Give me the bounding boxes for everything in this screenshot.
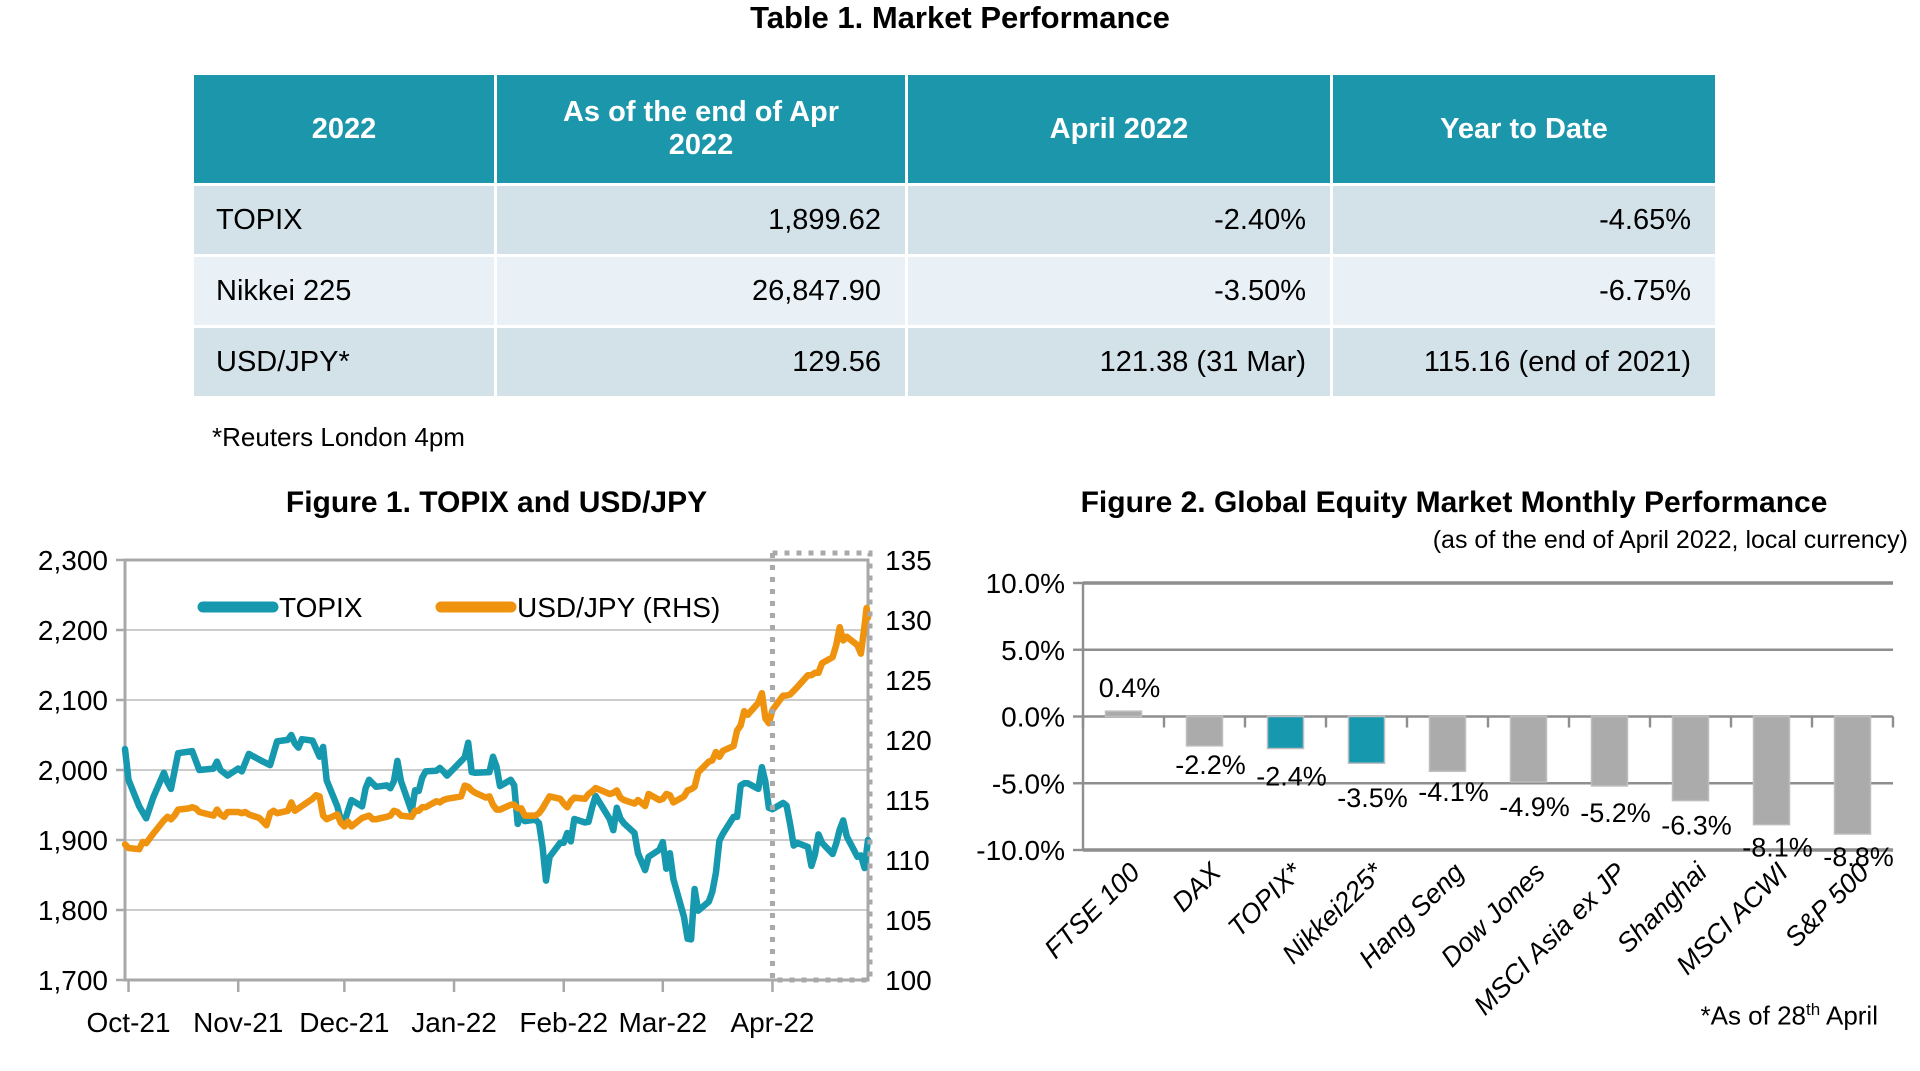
bar-value-label: -8.1% xyxy=(1742,833,1813,863)
table-cell: 26,847.90 xyxy=(497,257,905,325)
bar-value-label: -4.1% xyxy=(1418,777,1489,807)
table-header-april-2022: April 2022 xyxy=(908,75,1330,183)
table-cell: -3.50% xyxy=(908,257,1330,325)
y-axis-label: 5.0% xyxy=(1001,635,1065,666)
april-2022-highlight xyxy=(769,550,873,983)
table-title: Table 1. Market Performance xyxy=(750,0,1170,35)
table-row-label: USD/JPY* xyxy=(194,328,494,396)
bar-value-label: -2.2% xyxy=(1175,750,1246,780)
left-axis-label: 2,200 xyxy=(38,615,108,646)
series-line-topix xyxy=(121,731,872,943)
y-axis-label: 10.0% xyxy=(986,568,1065,599)
table-row-label: Nikkei 225 xyxy=(194,257,494,325)
figure2-footnote-text: *As of 28 xyxy=(1700,1000,1806,1031)
figure2-subtitle: (as of the end of April 2022, local curr… xyxy=(1432,526,1908,554)
right-axis-label: 110 xyxy=(885,845,930,876)
bar-value-label: 0.4% xyxy=(1099,673,1161,703)
right-axis-label: 115 xyxy=(885,785,930,816)
table-cell: -6.75% xyxy=(1333,257,1715,325)
table-footnote: *Reuters London 4pm xyxy=(212,422,465,452)
table-cell: -2.40% xyxy=(908,186,1330,254)
y-axis-label: -5.0% xyxy=(992,768,1065,799)
table-cell: 129.56 xyxy=(497,328,905,396)
bar-value-label: -2.4% xyxy=(1256,762,1327,792)
left-axis-label: 1,900 xyxy=(38,825,108,856)
left-axis-label: 2,100 xyxy=(38,685,108,716)
figure2-footnote: *As of 28th April xyxy=(1400,1000,1878,1032)
left-axis-label: 2,000 xyxy=(38,755,108,786)
bar-msci-asia-ex-jp xyxy=(1590,715,1629,787)
bar-value-label: -3.5% xyxy=(1337,783,1408,813)
category-label: MSCI Asia ex JP xyxy=(1468,857,1632,1021)
table-cell: -4.65% xyxy=(1333,186,1715,254)
bar-value-label: -4.9% xyxy=(1499,792,1570,822)
legend-label: USD/JPY (RHS) xyxy=(517,592,720,623)
bar-value-label: -8.8% xyxy=(1823,842,1894,872)
bar-msci-acwi xyxy=(1752,715,1791,826)
bar-shanghai xyxy=(1671,715,1710,802)
bar-value-label: -6.3% xyxy=(1661,811,1732,841)
figure2-footnote-suffix: April xyxy=(1820,1000,1878,1031)
right-axis-label: 100 xyxy=(885,965,932,996)
bar-dow-jones xyxy=(1509,715,1548,783)
left-axis-label: 1,700 xyxy=(38,965,108,996)
left-axis-label: 2,300 xyxy=(38,545,108,576)
figure2-title: Figure 2. Global Equity Market Monthly P… xyxy=(1080,486,1828,519)
table-cell: 1,899.62 xyxy=(497,186,905,254)
x-axis-label: Feb-22 xyxy=(519,1007,608,1038)
bar-dax xyxy=(1185,715,1224,747)
x-axis-label: Oct-21 xyxy=(87,1007,171,1038)
bar-ftse-100 xyxy=(1104,710,1143,718)
left-axis-label: 1,800 xyxy=(38,895,108,926)
figure2-bar-chart: 10.0% 5.0% 0.0% -5.0% -10.0% 0.4% FTSE 100 -2.2… xyxy=(976,568,1895,1021)
table-header-ytd: Year to Date xyxy=(1333,75,1715,183)
bar-nikkei225- xyxy=(1347,715,1386,764)
figure1-title: Figure 1. TOPIX and USD/JPY xyxy=(285,486,708,519)
table-cell: 121.38 (31 Mar) xyxy=(908,328,1330,396)
table-cell: 115.16 (end of 2021) xyxy=(1333,328,1715,396)
category-label: FTSE 100 xyxy=(1039,857,1146,964)
figure1-line-chart: 2,300 2,200 2,100 2,000 1,900 1,800 1,700 135 13… xyxy=(38,545,932,1038)
y-axis-label: -10.0% xyxy=(976,835,1065,866)
category-label: DAX xyxy=(1166,856,1227,917)
y-axis-label: 0.0% xyxy=(1001,702,1065,733)
bar-s-p-500 xyxy=(1833,715,1872,835)
bar-topix- xyxy=(1266,715,1305,750)
table-header-end-of-apr: As of the end of Apr 2022 xyxy=(497,75,905,183)
right-axis-label: 120 xyxy=(885,725,932,756)
market-performance-table: 2022 As of the end of Apr 2022 April 202… xyxy=(194,75,1715,396)
x-axis-label: Mar-22 xyxy=(618,1007,707,1038)
figure2-footnote-sup: th xyxy=(1806,1000,1821,1019)
x-axis-label: Dec-21 xyxy=(299,1007,389,1038)
right-axis-label: 135 xyxy=(885,545,932,576)
table-header-2022: 2022 xyxy=(194,75,494,183)
right-axis-label: 125 xyxy=(885,665,932,696)
table-row-label: TOPIX xyxy=(194,186,494,254)
right-axis-label: 130 xyxy=(885,605,932,636)
series-line-usd-jpy-rhs- xyxy=(121,604,872,853)
bar-value-label: -5.2% xyxy=(1580,798,1651,828)
x-axis-label: Apr-22 xyxy=(730,1007,814,1038)
bar-hang-seng xyxy=(1428,715,1467,772)
right-axis-label: 105 xyxy=(885,905,932,936)
x-axis-label: Nov-21 xyxy=(193,1007,283,1038)
legend-label: TOPIX xyxy=(279,592,363,623)
x-axis-label: Jan-22 xyxy=(411,1007,497,1038)
